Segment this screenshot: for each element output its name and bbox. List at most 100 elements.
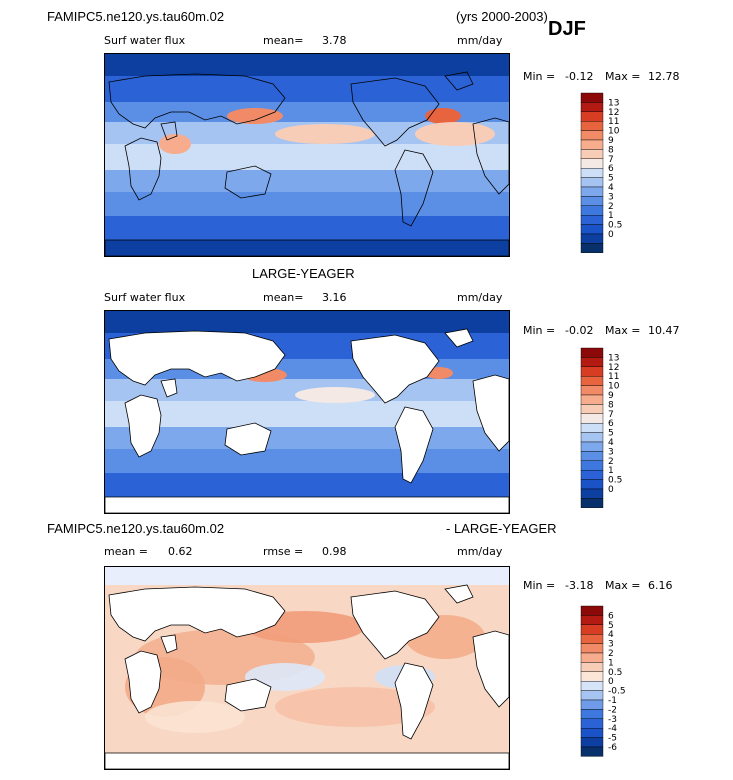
colorbar-tick-label: 4 <box>608 630 614 640</box>
panel3-min-label: Min = <box>523 579 556 592</box>
latitude-band <box>105 54 509 76</box>
colorbar-tick-label: -5 <box>608 734 617 744</box>
colorbar-tick-label: 1 <box>608 658 614 668</box>
panel1-map <box>104 53 510 257</box>
panel1-min-label: Min = <box>523 70 556 83</box>
coastline <box>124 650 162 714</box>
colorbar-tick-label: 5 <box>608 621 614 631</box>
colorbar-tick-label: 0.5 <box>608 476 622 486</box>
flux-maximum <box>275 124 375 144</box>
colorbar-box <box>580 746 604 757</box>
panel2-title: LARGE-YEAGER <box>252 266 355 281</box>
coastline <box>472 630 509 708</box>
colorbar-tick-label: 1 <box>608 466 614 476</box>
coastline <box>108 73 286 129</box>
latitude-band <box>105 192 509 216</box>
colorbar-box <box>580 139 604 150</box>
colorbar-box <box>580 404 604 415</box>
colorbar-tick-label: 6 <box>608 419 614 429</box>
coastline <box>350 77 440 147</box>
colorbar-tick-label: 8 <box>608 400 614 410</box>
colorbar-box <box>580 699 604 710</box>
colorbar-box <box>580 718 604 729</box>
panel2-mean-value: 3.16 <box>322 291 347 304</box>
colorbar-tick-label: 3 <box>608 192 614 202</box>
colorbar-box <box>580 469 604 480</box>
colorbar-tick-label: -4 <box>608 724 617 734</box>
colorbar-box <box>580 130 604 141</box>
panel3-colorbar: 6 5 4 3 2 1 0.5 0 -0.5 -1 -2 -3 -4 -5 -6 <box>580 605 681 771</box>
colorbar-box <box>580 498 604 508</box>
colorbar-tick-label: 0 <box>608 230 614 240</box>
panel2-variable: Surf water flux <box>104 291 186 304</box>
season-label: DJF <box>548 18 586 40</box>
colorbar-tick-label: 7 <box>608 155 614 165</box>
colorbar-box <box>580 737 604 748</box>
panel3-units: mm/day <box>457 545 503 558</box>
colorbar-tick-label: 0.5 <box>608 221 622 231</box>
panel3-mean-value: 0.62 <box>168 545 193 558</box>
colorbar-box <box>580 158 604 169</box>
colorbar-tick-label: 11 <box>608 372 619 382</box>
colorbar-tick-label: -2 <box>608 705 617 715</box>
latitude-band <box>105 473 509 497</box>
colorbar-tick-label: 13 <box>608 98 619 108</box>
panel2-mean-label: mean= <box>263 291 304 304</box>
colorbar-tick-label: 12 <box>608 363 619 373</box>
colorbar-tick-label: -3 <box>608 715 617 725</box>
colorbar-box <box>580 413 604 424</box>
latitude-band <box>105 449 509 473</box>
panel2-map-svg <box>105 311 509 513</box>
colorbar-tick-label: -1 <box>608 696 617 706</box>
panel1-variable: Surf water flux <box>104 34 186 47</box>
colorbar-box <box>580 432 604 443</box>
colorbar-tick-label: 8 <box>608 145 614 155</box>
panel1-map-svg <box>105 54 509 256</box>
colorbar-tick-label: 5 <box>608 429 614 439</box>
colorbar-box <box>580 488 604 499</box>
coastline <box>350 334 440 404</box>
latitude-band <box>105 102 509 122</box>
colorbar-box <box>580 243 604 253</box>
colorbar-box <box>580 347 604 358</box>
colorbar-box <box>580 460 604 471</box>
panel1-max-label: Max = <box>605 70 641 83</box>
panel2-max-value: 10.47 <box>648 324 680 337</box>
coastline <box>124 394 162 458</box>
latitude-band <box>105 170 509 192</box>
colorbar-box <box>580 680 604 691</box>
coastline <box>108 330 286 386</box>
colorbar-box <box>580 186 604 197</box>
colorbar-tick-label: 0 <box>608 485 614 495</box>
colorbar-box <box>580 727 604 738</box>
panel2-max-label: Max = <box>605 324 641 337</box>
flux-maximum <box>227 108 283 124</box>
coastline <box>394 406 434 484</box>
colorbar-box <box>580 615 604 625</box>
colorbar-box <box>580 376 604 386</box>
colorbar-tick-label: 7 <box>608 410 614 420</box>
panel3-mean-label: mean = <box>104 545 148 558</box>
coastline <box>108 586 286 642</box>
colorbar-tick-label: 5 <box>608 174 614 184</box>
colorbar-tick-label: 11 <box>608 117 619 127</box>
colorbar-tick-label: 9 <box>608 391 614 401</box>
coastline <box>224 422 272 456</box>
latitude-band <box>105 240 509 256</box>
coastline <box>224 678 272 712</box>
colorbar-box <box>580 709 604 720</box>
colorbar-tick-label: 10 <box>608 127 620 137</box>
colorbar-box <box>580 196 604 207</box>
colorbar-box <box>580 177 604 188</box>
colorbar-box <box>580 605 604 616</box>
panel3-map <box>104 566 510 770</box>
panel1-max-value: 12.78 <box>648 70 680 83</box>
colorbar-tick-label: 2 <box>608 649 614 659</box>
coastline <box>105 496 509 513</box>
panel1-mean-value: 3.78 <box>322 34 347 47</box>
colorbar-tick-label: 12 <box>608 108 619 118</box>
coastline <box>160 121 178 141</box>
colorbar-tick-label: 3 <box>608 447 614 457</box>
flux-maximum <box>295 387 375 403</box>
